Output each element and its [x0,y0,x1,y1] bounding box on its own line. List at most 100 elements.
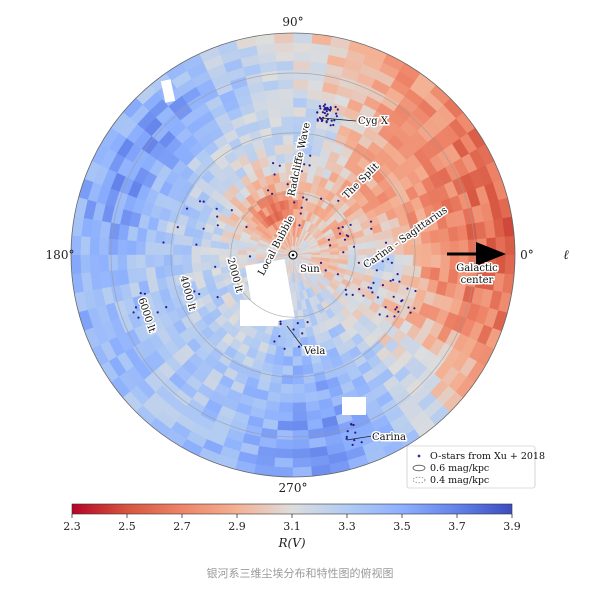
o-star-point [346,430,349,433]
heatmap-cell [275,51,294,62]
heatmap-cell [218,248,229,256]
o-star-point [329,124,332,127]
heatmap-cell [292,429,310,441]
legend-contour-04: 0.4 mag/kpc [430,475,489,486]
legend-contour-06: 0.6 mag/kpc [430,463,489,474]
o-star-point [335,115,338,118]
heatmap-cell [154,266,166,280]
o-star-point [305,198,308,201]
heatmap-cell [117,254,128,271]
legend-solid-contour-marker [412,464,426,472]
colorbar-tick-label: 3.3 [338,520,356,533]
heatmap-cell [276,336,286,348]
o-star-point [351,443,354,446]
o-star-point [279,322,282,326]
legend-dashed-contour-marker [412,476,426,484]
o-star-point [318,105,321,108]
o-star-point [369,220,373,223]
o-star-point [273,173,276,176]
heatmap-cell [71,235,82,256]
o-star-point [298,224,301,227]
longitude-label-90: 90° [282,15,303,29]
heatmap-cell [279,106,294,118]
heatmap-cell [278,411,294,422]
o-star-point [323,108,326,111]
heatmap-cell [89,254,100,273]
heatmap-cell [98,237,109,256]
heatmap-cell [279,402,294,413]
o-star-point [327,238,330,241]
colorbar-tick-label: 3.1 [283,520,301,533]
o-star-point [354,431,357,434]
o-star-point [384,306,387,309]
heatmap-cell [209,247,220,256]
o-star-point [372,281,375,284]
o-star-point [352,245,356,248]
heatmap-cell [292,420,309,432]
no-data-patch [240,300,278,326]
heatmap-cell [154,254,165,268]
no-data-patch [342,397,366,415]
heatmap-cell [279,392,294,404]
colorbar-title: R(V) [277,536,305,550]
o-star-point [349,223,352,226]
o-star-point [292,328,295,331]
o-star-point [352,423,355,427]
annotation-carina: Carina [372,432,406,443]
o-star-point [381,284,384,287]
o-star-point [306,321,309,324]
o-star-point [301,332,304,335]
heatmap-cell [292,199,299,210]
heatmap-cell [145,229,157,244]
o-star-point [324,103,327,106]
o-star-point [384,241,388,244]
o-star-point [156,311,159,314]
heatmap-cell [267,107,282,119]
o-star-point [297,345,301,348]
heatmap-cell [191,254,202,265]
heatmap-cell [292,106,307,118]
o-star-point [325,110,328,113]
heatmap-cell [292,383,306,395]
o-star-point [303,163,306,166]
heatmap-cell [274,457,294,469]
o-star-point [132,311,135,314]
heatmap-cell [412,254,423,267]
o-star-point [146,318,149,321]
heatmap-cell [286,319,294,330]
heatmap-cell [255,251,266,256]
heatmap-cell [172,244,183,256]
o-star-points [132,103,417,446]
o-star-point [272,162,275,165]
o-star-point [414,289,417,293]
heatmap-cell [154,242,165,256]
o-star-point [336,108,339,111]
heatmap-cell [273,466,294,477]
o-star-point [308,164,311,167]
legend: O-stars from Xu + 2018 0.6 mag/kpc 0.4 m… [406,445,545,489]
disc-border [70,32,516,478]
colorbar-tick-label: 2.9 [228,520,246,533]
o-star-point [360,441,363,444]
heatmap-cell [172,254,183,266]
o-star-point [139,292,142,295]
heatmap-cell [273,354,285,366]
heatmap-cell [292,208,298,219]
o-star-point [193,290,196,293]
heatmap-cell [209,254,220,263]
heatmap-cell [200,246,211,256]
o-star-point [283,347,286,350]
o-star-point [330,119,333,122]
heatmap-cell [504,254,515,275]
colorbar: 2.3 2.5 2.7 2.9 3.1 3.3 3.5 3.7 3.9 R(V) [63,503,521,550]
o-star-point [329,106,332,109]
o-star-point [333,119,336,122]
heatmap-cell [278,88,294,99]
heatmap-cell [292,365,304,376]
heatmap-cell [403,254,414,266]
o-star-point [316,119,319,122]
heatmap-cell [430,254,442,269]
o-star-point [353,439,356,442]
o-star-point [134,306,138,309]
heatmap-cell [144,254,156,269]
